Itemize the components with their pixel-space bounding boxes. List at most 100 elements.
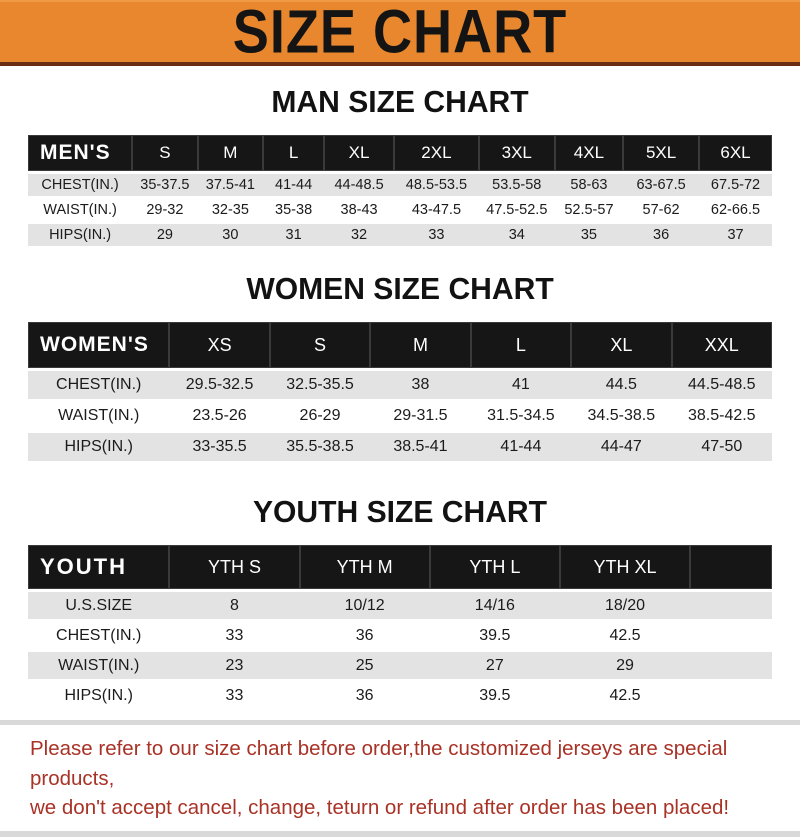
men-size-header: XL	[324, 135, 395, 171]
size-cell: 32	[324, 224, 395, 246]
men-waist-row: WAIST(IN.) 29-32 32-35 35-38 38-43 43-47…	[28, 199, 772, 221]
men-chest-row: CHEST(IN.) 35-37.5 37.5-41 41-44 44-48.5…	[28, 174, 772, 196]
size-cell: 44.5	[571, 371, 672, 399]
size-cell: 36	[299, 622, 430, 649]
size-cell: 36	[623, 224, 700, 246]
youth-size-header: YTH XL	[559, 545, 691, 589]
size-cell: 26-29	[269, 402, 371, 430]
youth-ussize-row: U.S.SIZE 8 10/12 14/16 18/20	[28, 592, 772, 619]
men-size-header: 5XL	[623, 135, 700, 171]
men-size-header: 2XL	[394, 135, 479, 171]
row-label: CHEST(IN.)	[28, 174, 133, 196]
size-cell: 36	[299, 682, 430, 709]
row-label: HIPS(IN.)	[28, 433, 170, 461]
size-cell: 47-50	[671, 433, 772, 461]
size-cell: 44.5-48.5	[671, 371, 772, 399]
men-hips-row: HIPS(IN.) 29 30 31 32 33 34 35 36 37	[28, 224, 772, 246]
youth-size-header: YTH L	[429, 545, 560, 589]
size-cell: 29	[132, 224, 198, 246]
size-cell: 33-35.5	[169, 433, 270, 461]
man-size-chart-section: MAN SIZE CHART MEN'S S M L XL 2XL 3XL 4X…	[0, 84, 800, 249]
disclaimer: Please refer to our size chart before or…	[0, 725, 800, 827]
size-cell: 42.5	[559, 622, 691, 649]
women-size-chart-section: WOMEN SIZE CHART WOMEN'S XS S M L XL XXL…	[0, 271, 800, 464]
size-cell: 57-62	[623, 199, 700, 221]
size-cell: 31	[263, 224, 325, 246]
women-size-chart-heading: WOMEN SIZE CHART	[246, 271, 554, 306]
size-cell: 39.5	[429, 622, 560, 649]
youth-header-row: YOUTH YTH S YTH M YTH L YTH XL	[28, 545, 772, 589]
youth-size-header: YTH S	[169, 545, 300, 589]
size-cell: 34.5-38.5	[571, 402, 672, 430]
men-size-header: M	[197, 135, 264, 171]
size-cell: 39.5	[429, 682, 560, 709]
man-size-table: MEN'S S M L XL 2XL 3XL 4XL 5XL 6XL CHEST…	[28, 132, 772, 249]
row-label: CHEST(IN.)	[28, 622, 170, 649]
man-size-chart-heading: MAN SIZE CHART	[271, 84, 529, 119]
size-cell: 38	[370, 371, 471, 399]
men-header-row: MEN'S S M L XL 2XL 3XL 4XL 5XL 6XL	[28, 135, 772, 171]
size-cell: 31.5-34.5	[470, 402, 572, 430]
size-cell: 37.5-41	[197, 174, 264, 196]
women-corner-label: WOMEN'S	[28, 322, 170, 368]
men-size-header: 6XL	[699, 135, 772, 171]
women-header-row: WOMEN'S XS S M L XL XXL	[28, 322, 772, 368]
women-size-header: XXL	[671, 322, 772, 368]
size-cell: 67.5-72	[699, 174, 772, 196]
size-cell: 58-63	[554, 174, 624, 196]
spacer-cell	[690, 622, 772, 649]
size-cell: 14/16	[429, 592, 560, 619]
youth-hips-row: HIPS(IN.) 33 36 39.5 42.5	[28, 682, 772, 709]
size-cell: 29.5-32.5	[169, 371, 270, 399]
size-cell: 48.5-53.5	[394, 174, 479, 196]
banner-title: SIZE CHART	[232, 0, 568, 67]
size-cell: 42.5	[559, 682, 691, 709]
size-cell: 63-67.5	[623, 174, 700, 196]
size-cell: 52.5-57	[554, 199, 624, 221]
women-size-header: M	[370, 322, 471, 368]
size-cell: 41	[470, 371, 572, 399]
size-cell: 35.5-38.5	[269, 433, 371, 461]
size-cell: 23	[169, 652, 300, 679]
size-cell: 27	[429, 652, 560, 679]
row-label: WAIST(IN.)	[28, 402, 170, 430]
size-cell: 18/20	[559, 592, 691, 619]
women-waist-row: WAIST(IN.) 23.5-26 26-29 29-31.5 31.5-34…	[28, 402, 772, 430]
women-chest-row: CHEST(IN.) 29.5-32.5 32.5-35.5 38 41 44.…	[28, 371, 772, 399]
spacer-cell	[690, 592, 772, 619]
row-label: HIPS(IN.)	[28, 682, 170, 709]
women-size-header: XS	[169, 322, 270, 368]
size-cell: 38.5-41	[370, 433, 471, 461]
size-cell: 41-44	[263, 174, 325, 196]
youth-waist-row: WAIST(IN.) 23 25 27 29	[28, 652, 772, 679]
row-label: CHEST(IN.)	[28, 371, 170, 399]
women-size-header: XL	[571, 322, 672, 368]
size-cell: 47.5-52.5	[478, 199, 555, 221]
spacer-cell	[690, 652, 772, 679]
size-cell: 25	[299, 652, 430, 679]
row-label: U.S.SIZE	[28, 592, 170, 619]
divider	[0, 831, 800, 837]
youth-size-chart-heading: YOUTH SIZE CHART	[252, 494, 548, 529]
size-cell: 30	[197, 224, 264, 246]
size-cell: 37	[699, 224, 772, 246]
size-cell: 32-35	[197, 199, 264, 221]
size-cell: 35-38	[263, 199, 325, 221]
size-cell: 29-31.5	[370, 402, 471, 430]
youth-size-chart-section: YOUTH SIZE CHART YOUTH YTH S YTH M YTH L…	[0, 494, 800, 712]
size-cell: 29-32	[132, 199, 198, 221]
size-cell: 44-47	[571, 433, 672, 461]
size-cell: 38.5-42.5	[671, 402, 772, 430]
men-size-header: 3XL	[478, 135, 555, 171]
size-cell: 33	[394, 224, 479, 246]
size-cell: 29	[559, 652, 691, 679]
men-size-header: 4XL	[554, 135, 624, 171]
size-cell: 34	[478, 224, 555, 246]
disclaimer-line-2: we don't accept cancel, change, teturn o…	[30, 796, 730, 820]
youth-size-header: YTH M	[299, 545, 430, 589]
divider	[0, 720, 800, 725]
row-label: HIPS(IN.)	[28, 224, 133, 246]
row-label: WAIST(IN.)	[28, 652, 170, 679]
disclaimer-line-1: Please refer to our size chart before or…	[30, 737, 728, 790]
men-corner-label: MEN'S	[28, 135, 133, 171]
